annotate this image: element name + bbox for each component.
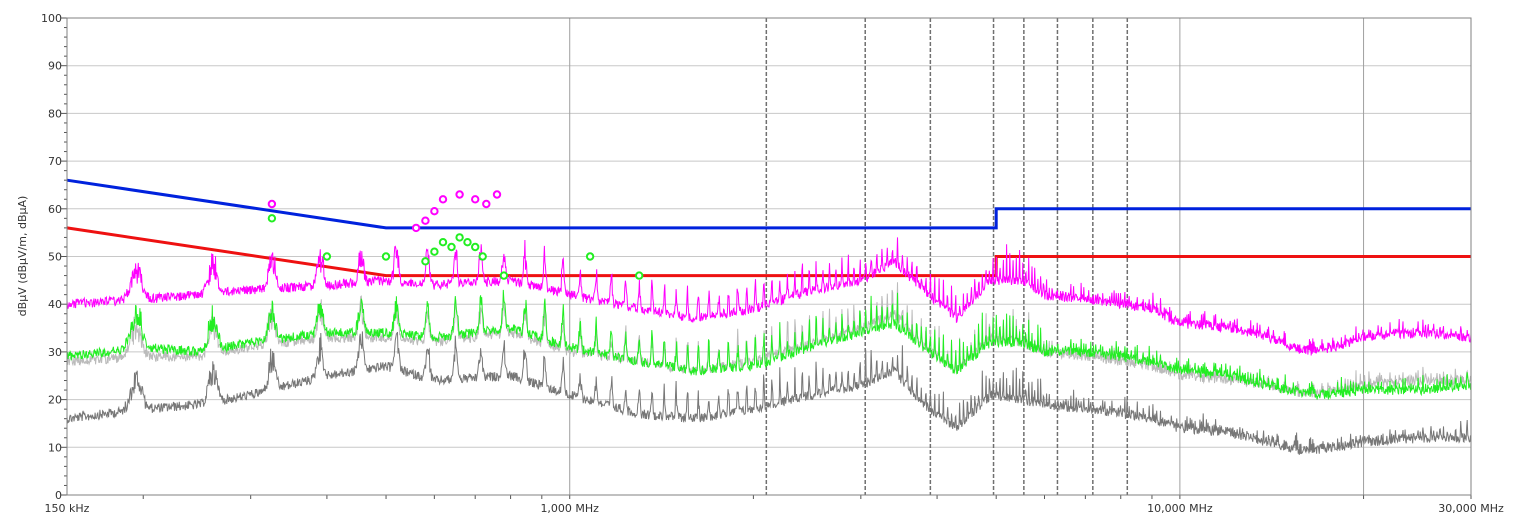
peak-marker [492,190,502,199]
y-tick-label: 70 [48,155,62,168]
peak-marker [585,252,595,261]
y-tick-label: 20 [48,394,62,407]
y-tick-label: 40 [48,298,62,311]
axes: 0 10 20 30 40 50 60 70 80 90 100 150 kHz 1,000 MHz 10… [41,12,1504,515]
peak-markers [267,190,644,280]
peak-marker [438,238,448,247]
peak-marker [421,257,430,266]
peak-marker [411,223,421,233]
peak-marker [635,271,644,280]
measurement-traces [66,237,1472,455]
x-tick-label: 10,000 MHz [1147,502,1213,515]
y-tick-label: 10 [48,441,62,454]
y-tick-label: 50 [48,251,62,264]
x-tick-label: 150 kHz [45,502,90,515]
peak-marker [482,199,491,209]
x-tick-label: 30,000 MHz [1438,502,1504,515]
y-tick-label: 90 [48,60,62,73]
spectrum-trace [66,331,1472,455]
peak-marker [267,199,277,209]
peak-marker [455,190,464,199]
peak-marker [430,247,439,256]
peak-marker [267,214,277,223]
peak-marker [463,238,472,247]
plot-frame [66,17,1472,496]
peak-marker [430,207,439,216]
peak-marker [381,252,391,261]
y-tick-label: 60 [48,203,62,216]
y-tick-label: 100 [41,12,62,25]
peak-marker [471,242,480,252]
peak-marker [322,252,332,261]
peak-marker [421,216,430,225]
peak-marker [455,233,464,242]
y-axis-label: dBµV (dBµV/m, dBµA) [16,196,29,317]
spectrum-trace [66,237,1472,356]
peak-marker [438,195,448,204]
limit-line [66,178,1471,230]
y-tick-label: 80 [48,107,62,120]
peak-marker [447,242,456,252]
x-tick-label: 1,000 MHz [540,502,599,515]
y-tick-label: 0 [55,489,62,502]
y-tick-label: 30 [48,346,62,359]
peak-marker [478,252,487,261]
peak-marker [499,271,509,280]
spectrum-trace [66,289,1471,400]
peak-marker [471,195,480,204]
